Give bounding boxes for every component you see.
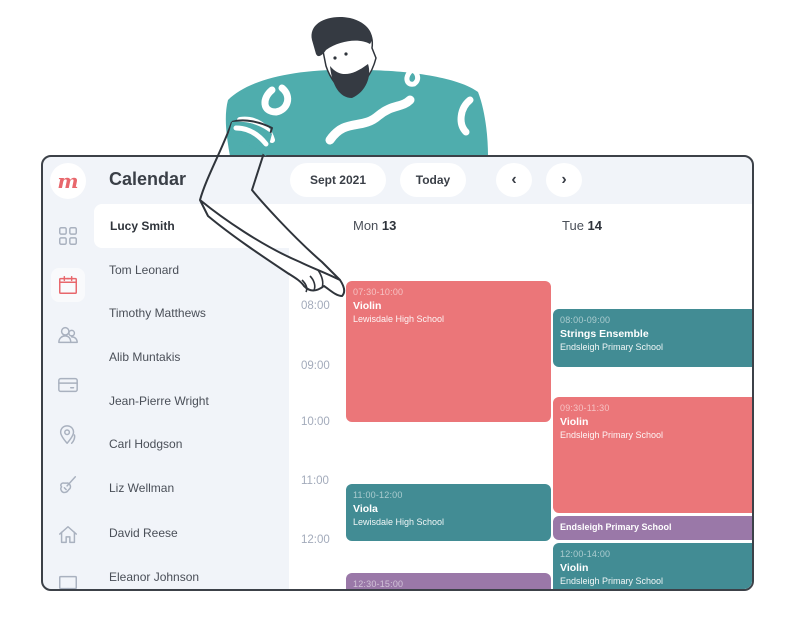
event-time: 12:30-15:00 [353, 579, 404, 589]
event-location: Lewisdale High School [353, 314, 445, 324]
teacher-name: David Reese [109, 526, 178, 540]
teacher-item[interactable]: Tom Leonard [93, 248, 289, 292]
teacher-item[interactable]: Carl Hodgson [93, 422, 289, 466]
logo-letter: m [57, 169, 79, 193]
teacher-item[interactable]: Liz Wellman [93, 466, 289, 510]
event-title: Violin [560, 562, 589, 574]
event-location: Endsleigh Primary School [560, 522, 672, 532]
event-time: 11:00-12:00 [353, 490, 403, 500]
teacher-item[interactable]: Eleanor Johnson [93, 555, 289, 589]
nav-instruments[interactable] [51, 468, 85, 502]
weekday: Tue [562, 218, 584, 233]
event-card[interactable]: 11:00-12:00 Viola Lewisdale High School [346, 484, 551, 541]
teacher-item[interactable]: Jean-Pierre Wright [93, 379, 289, 423]
time-label: 09:00 [301, 360, 330, 372]
dashboard-grid-icon [59, 227, 77, 245]
event-time: 09:30-11:30 [560, 403, 610, 413]
calendar-grid: Mon 13 Tue 14 08:00 09:00 10:00 11:00 12… [289, 204, 752, 589]
nav-locations[interactable] [51, 418, 85, 452]
event-card[interactable]: 09:30-11:30 Violin Endsleigh Primary Sch… [553, 397, 752, 513]
calendar-icon [59, 276, 77, 294]
credit-card-icon [58, 377, 78, 393]
violin-icon [60, 476, 77, 494]
day-header-tue[interactable]: Tue 14 [562, 218, 602, 233]
teacher-name: Jean-Pierre Wright [109, 394, 209, 408]
day-number: 13 [381, 218, 397, 233]
event-title: Violin [353, 300, 382, 312]
teacher-name: Eleanor Johnson [109, 570, 200, 584]
event-card[interactable]: 08:00-09:00 Strings Ensemble Endsleigh P… [553, 309, 752, 367]
location-pin-icon [59, 425, 76, 444]
event-title: Violin [560, 416, 589, 428]
time-label: 08:00 [301, 300, 330, 312]
teacher-name: Carl Hodgson [109, 437, 183, 451]
event-card[interactable]: 12:30-15:00 [346, 573, 551, 589]
teacher-list: Lucy Smith Tom Leonard Timothy Matthews … [93, 204, 290, 589]
nav-online-lessons[interactable] [51, 567, 85, 589]
event-time: 08:00-09:00 [560, 315, 611, 325]
event-location: Endsleigh Primary School [560, 342, 664, 352]
chevron-right-icon: › [561, 171, 567, 188]
event-card[interactable]: Endsleigh Primary School [553, 516, 752, 540]
month-picker-button[interactable]: Sept 2021 [290, 163, 386, 197]
event-card[interactable]: 12:00-14:00 Violin Endsleigh Primary Sch… [553, 543, 752, 589]
teacher-item[interactable]: David Reese [93, 511, 289, 555]
nav-payments[interactable] [51, 368, 85, 402]
time-label: 11:00 [301, 475, 329, 487]
monitor-icon [59, 575, 77, 589]
nav-calendar[interactable] [51, 268, 85, 302]
page-title: Calendar [109, 169, 187, 189]
teacher-item[interactable]: Alib Muntakis [93, 335, 289, 379]
teacher-name: Timothy Matthews [109, 306, 206, 320]
time-label: 10:00 [301, 416, 330, 428]
event-location: Endsleigh Primary School [560, 576, 664, 586]
calendar-app-window: m Calendar Lucy Smith Tom Leonard Timo [41, 155, 754, 591]
chevron-left-icon: ‹ [511, 171, 517, 188]
nav-home[interactable] [51, 518, 85, 552]
previous-button[interactable]: ‹ [496, 163, 532, 197]
users-icon [58, 326, 78, 344]
event-time: 12:00-14:00 [560, 549, 611, 559]
time-label: 12:00 [301, 534, 330, 546]
nav-dashboard[interactable] [51, 219, 85, 253]
month-label: Sept 2021 [309, 173, 367, 187]
next-button[interactable]: › [546, 163, 582, 197]
event-location: Lewisdale High School [353, 517, 445, 527]
event-title: Viola [353, 503, 378, 515]
teacher-name: Liz Wellman [109, 481, 175, 495]
home-icon [59, 526, 77, 544]
day-header-mon[interactable]: Mon 13 [353, 218, 396, 233]
icon-rail: m [43, 157, 95, 589]
nav-users[interactable] [51, 318, 85, 352]
today-label: Today [415, 173, 451, 187]
day-number: 14 [587, 218, 603, 233]
app-logo[interactable]: m [50, 163, 86, 199]
teacher-item-selected[interactable]: Lucy Smith [94, 204, 290, 248]
event-location: Endsleigh Primary School [560, 430, 664, 440]
teacher-item[interactable]: Timothy Matthews [93, 291, 289, 335]
event-time: 07:30-10:00 [353, 287, 404, 297]
event-title: Strings Ensemble [560, 328, 649, 340]
teacher-name: Tom Leonard [109, 263, 180, 277]
event-card[interactable]: 07:30-10:00 Violin Lewisdale High School [346, 281, 551, 422]
teacher-name: Lucy Smith [110, 219, 175, 233]
teacher-name: Alib Muntakis [109, 350, 181, 364]
today-button[interactable]: Today [400, 163, 466, 197]
weekday: Mon [353, 218, 379, 233]
